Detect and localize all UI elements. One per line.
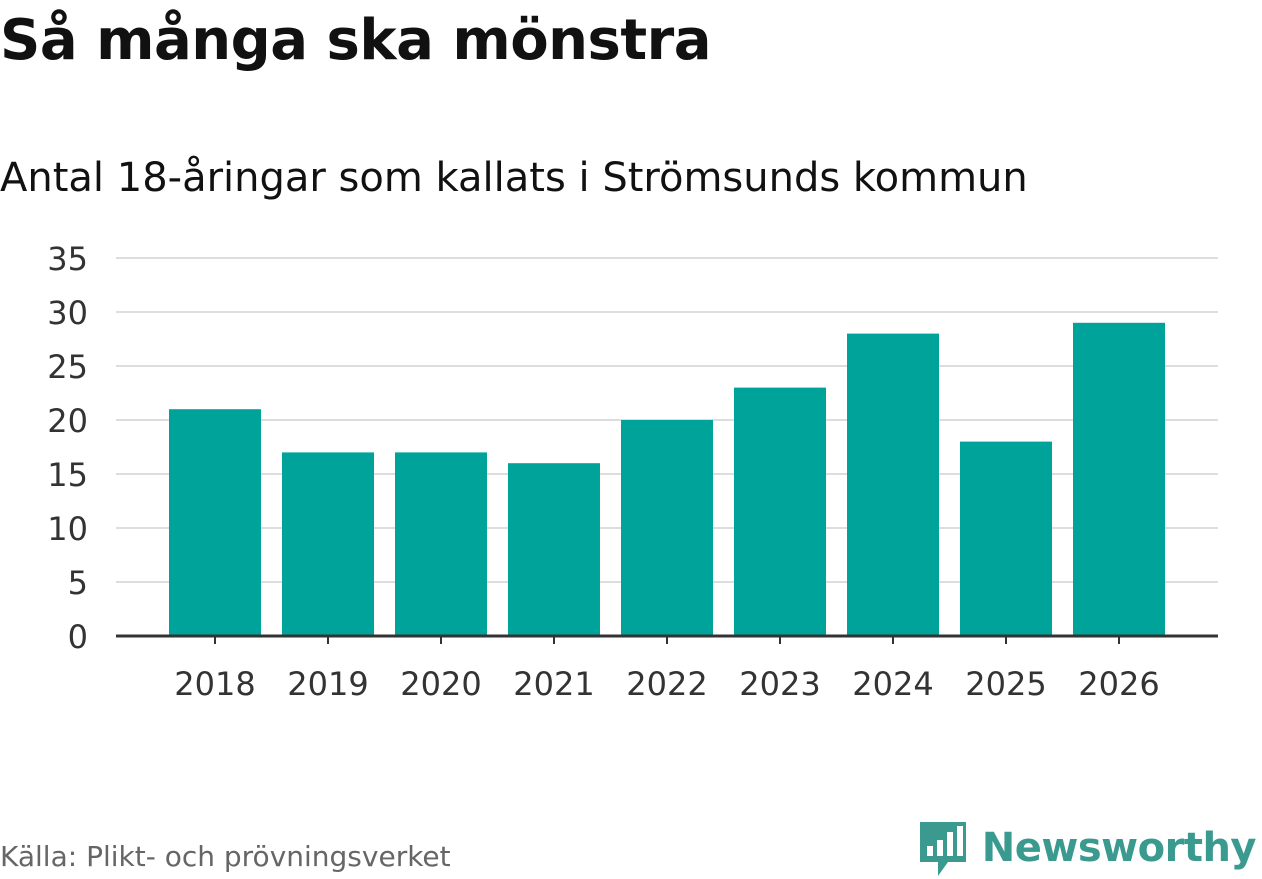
bar-2021 — [508, 463, 600, 636]
bar-2026 — [1073, 322, 1165, 636]
x-tick-label: 2019 — [287, 665, 368, 703]
x-tick-label: 2020 — [400, 665, 481, 703]
newsworthy-logo-icon — [919, 822, 966, 876]
x-tick-label: 2021 — [513, 665, 594, 703]
bar-2018 — [169, 409, 261, 636]
bar-2019 — [282, 452, 374, 636]
x-tick-label: 2024 — [852, 665, 933, 703]
x-tick-label: 2022 — [626, 665, 707, 703]
y-axis-ticks: 0 5 10 15 20 25 30 35 — [47, 240, 88, 656]
bar-2020 — [395, 452, 487, 636]
y-tick-label: 20 — [47, 402, 88, 440]
y-tick-label: 30 — [47, 294, 88, 332]
x-tick-label: 2025 — [965, 665, 1046, 703]
source-note: Källa: Plikt- och prövningsverket — [0, 840, 451, 873]
bar-2022 — [621, 420, 713, 636]
x-tick-label: 2026 — [1078, 665, 1159, 703]
brand-name: Newsworthy — [981, 825, 1257, 871]
bar-2024 — [847, 333, 939, 636]
y-tick-label: 5 — [68, 564, 88, 602]
x-tick-label: 2023 — [739, 665, 820, 703]
bar-2023 — [734, 387, 826, 636]
bar-2025 — [960, 441, 1052, 636]
y-tick-label: 25 — [47, 348, 88, 386]
y-tick-label: 15 — [47, 456, 88, 494]
x-tick-label: 2018 — [174, 665, 255, 703]
y-tick-label: 10 — [47, 510, 88, 548]
brand-logo: Newsworthy — [918, 818, 1257, 878]
y-tick-label: 35 — [47, 240, 88, 278]
y-tick-label: 0 — [68, 618, 88, 656]
x-axis-ticks: 2018 2019 2020 2021 2022 2023 2024 2025 2026 — [174, 636, 1160, 703]
chart-subtitle: Antal 18-åringar som kallats i Strömsund… — [0, 155, 1028, 201]
bars — [169, 322, 1165, 636]
chart-title: Så många ska mönstra — [0, 8, 712, 73]
